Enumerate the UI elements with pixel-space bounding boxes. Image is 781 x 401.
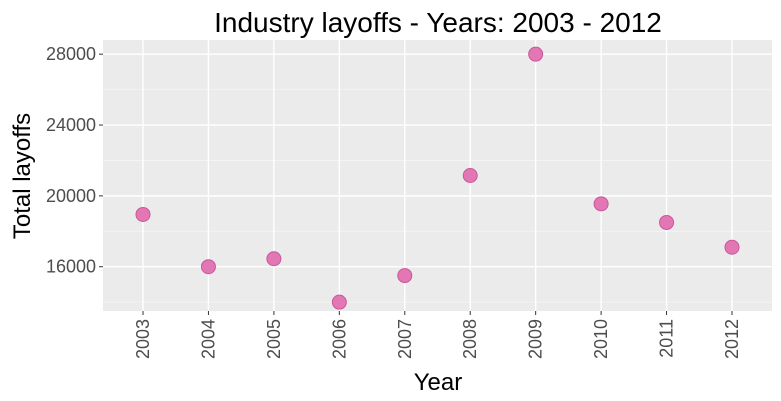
y-tick-label: 24000: [46, 115, 96, 135]
data-point: [135, 206, 151, 222]
data-point: [200, 259, 216, 275]
x-tick-label: 2010: [591, 319, 611, 359]
data-point: [724, 239, 740, 255]
x-tick-label: 2005: [264, 319, 284, 359]
chart-title: Industry layoffs - Years: 2003 - 2012: [214, 7, 662, 38]
x-tick-label: 2009: [526, 319, 546, 359]
data-point: [462, 168, 478, 183]
x-tick-label: 2007: [395, 319, 415, 359]
x-tick-label: 2012: [722, 319, 742, 359]
y-axis: 16000 20000 24000 28000: [46, 44, 103, 277]
data-point: [397, 268, 413, 284]
x-tick-label: 2008: [460, 319, 480, 359]
x-tick-label: 2006: [329, 319, 349, 359]
x-tick-label: 2004: [198, 319, 218, 359]
data-point: [528, 46, 544, 62]
x-tick-label: 2011: [657, 319, 677, 358]
data-point: [331, 294, 347, 310]
data-point: [266, 251, 282, 267]
y-tick-label: 28000: [46, 44, 96, 64]
y-tick-label: 16000: [46, 257, 96, 277]
data-points: [135, 46, 740, 310]
x-axis-title: Year: [414, 369, 463, 396]
x-tick-label: 2003: [133, 319, 153, 359]
data-point: [593, 196, 609, 212]
y-axis-title: Total layoffs: [9, 113, 36, 239]
y-tick-label: 20000: [46, 186, 96, 206]
data-point: [659, 214, 675, 230]
x-axis: 2003 2004 2005 2006 2007 2008 2009 2010 2011 2012: [133, 311, 742, 359]
